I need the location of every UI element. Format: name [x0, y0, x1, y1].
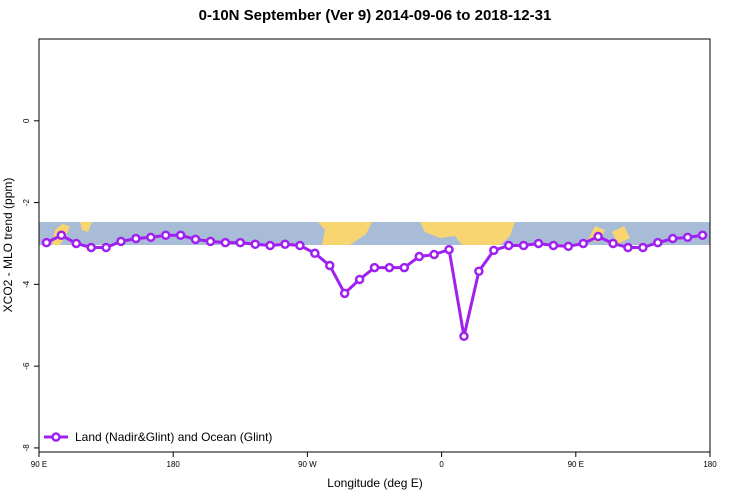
point — [160, 230, 171, 241]
y-tick-label: -8 — [22, 444, 31, 452]
x-tick-label: 180 — [703, 460, 717, 469]
y-tick-label: 0 — [22, 118, 31, 123]
point — [697, 230, 708, 241]
point — [518, 240, 529, 251]
point — [101, 242, 111, 253]
point — [459, 331, 469, 342]
y-axis-label: XCO2 - MLO trend (ppm) — [1, 178, 15, 313]
point — [444, 244, 454, 255]
point — [325, 260, 335, 271]
x-tick-label: 90 E — [568, 460, 584, 469]
point — [503, 240, 514, 251]
point — [489, 245, 499, 256]
point — [548, 240, 559, 251]
x-axis-label: Longitude (deg E) — [327, 476, 422, 490]
point — [220, 237, 231, 248]
point — [41, 237, 52, 248]
point — [429, 249, 439, 260]
point — [563, 241, 574, 252]
point — [414, 251, 424, 262]
point — [623, 242, 633, 253]
point — [533, 238, 544, 249]
point — [369, 262, 380, 273]
point — [175, 230, 186, 241]
x-tick-label: 90 W — [298, 460, 317, 469]
point — [339, 288, 350, 299]
chart-title: 0-10N September (Ver 9) 2014-09-06 to 20… — [199, 7, 552, 24]
x-tick-label: 90 E — [31, 460, 47, 469]
point — [667, 233, 678, 244]
point — [116, 236, 126, 247]
point — [250, 239, 260, 250]
series-line — [45, 233, 703, 337]
point — [265, 240, 275, 251]
point — [190, 234, 201, 245]
legend-marker — [51, 432, 61, 442]
point — [384, 262, 395, 273]
plot-frame — [38, 38, 711, 453]
point — [474, 266, 484, 277]
point — [682, 232, 693, 243]
point — [653, 237, 663, 248]
point — [593, 231, 603, 242]
point — [295, 240, 305, 251]
point — [608, 238, 618, 249]
y-tick-label: -2 — [22, 198, 31, 206]
y-tick-label: -6 — [22, 362, 31, 370]
point — [638, 242, 648, 253]
point — [71, 238, 82, 249]
point — [399, 262, 410, 273]
legend-label: Land (Nadir&Glint) and Ocean (Glint) — [75, 430, 272, 444]
x-tick-label: 180 — [167, 460, 181, 469]
point — [86, 242, 96, 253]
point — [280, 239, 290, 250]
point — [235, 237, 246, 248]
point — [310, 248, 320, 259]
point — [146, 232, 156, 243]
x-tick-label: 0 — [439, 460, 444, 469]
point — [131, 233, 141, 244]
y-tick-label: -4 — [22, 280, 31, 288]
legend: Land (Nadir&Glint) and Ocean (Glint) — [44, 430, 272, 444]
point — [354, 274, 365, 285]
point — [56, 230, 67, 241]
point — [578, 238, 589, 249]
point — [205, 236, 216, 247]
